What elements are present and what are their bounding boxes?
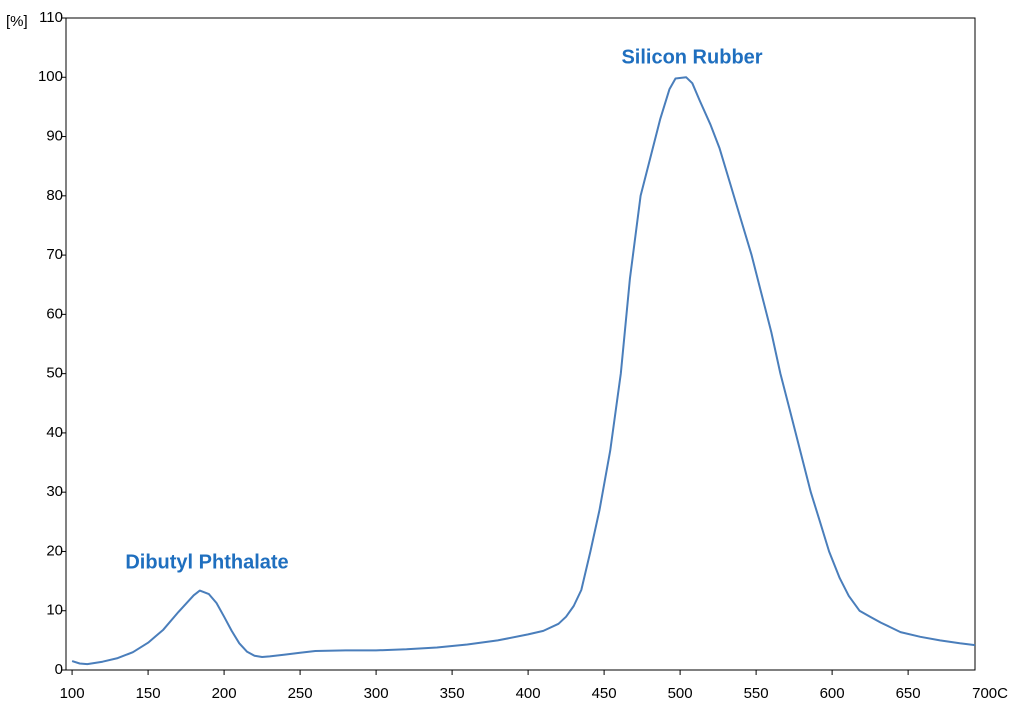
plot-frame bbox=[65, 17, 976, 671]
x-tick-label: 500 bbox=[668, 685, 693, 702]
data-line bbox=[71, 76, 976, 666]
y-tick-label: 40 bbox=[46, 424, 63, 441]
y-tick-label: 60 bbox=[46, 305, 63, 322]
y-tick-label: 70 bbox=[46, 246, 63, 263]
x-tick-label: 350 bbox=[440, 685, 465, 702]
y-tick-label: 30 bbox=[46, 483, 63, 500]
x-tick-label: 650 bbox=[896, 685, 921, 702]
y-tick-label: 110 bbox=[39, 9, 63, 26]
x-tick-label: 550 bbox=[744, 685, 769, 702]
x-tick-label: 100 bbox=[60, 685, 85, 702]
x-tick-label: 150 bbox=[136, 685, 161, 702]
x-tick-label: 700C bbox=[972, 685, 1008, 702]
y-tick-label: 100 bbox=[38, 68, 63, 85]
annotation: Silicon Rubber bbox=[621, 46, 762, 68]
y-axis-label: [%] bbox=[6, 13, 28, 30]
x-tick-label: 400 bbox=[516, 685, 541, 702]
y-tick-label: 10 bbox=[46, 602, 63, 619]
x-tick-label: 300 bbox=[364, 685, 389, 702]
x-tick-label: 200 bbox=[212, 685, 237, 702]
y-tick-label: 0 bbox=[55, 661, 63, 678]
x-tick-label: 600 bbox=[820, 685, 845, 702]
x-tick-label: 250 bbox=[288, 685, 313, 702]
x-tick-label: 450 bbox=[592, 685, 617, 702]
y-tick-label: 20 bbox=[46, 542, 63, 559]
y-tick-label: 50 bbox=[46, 365, 63, 382]
y-tick-label: 80 bbox=[46, 187, 63, 204]
annotation: Dibutyl Phthalate bbox=[125, 551, 288, 573]
y-tick-label: 90 bbox=[46, 128, 63, 145]
